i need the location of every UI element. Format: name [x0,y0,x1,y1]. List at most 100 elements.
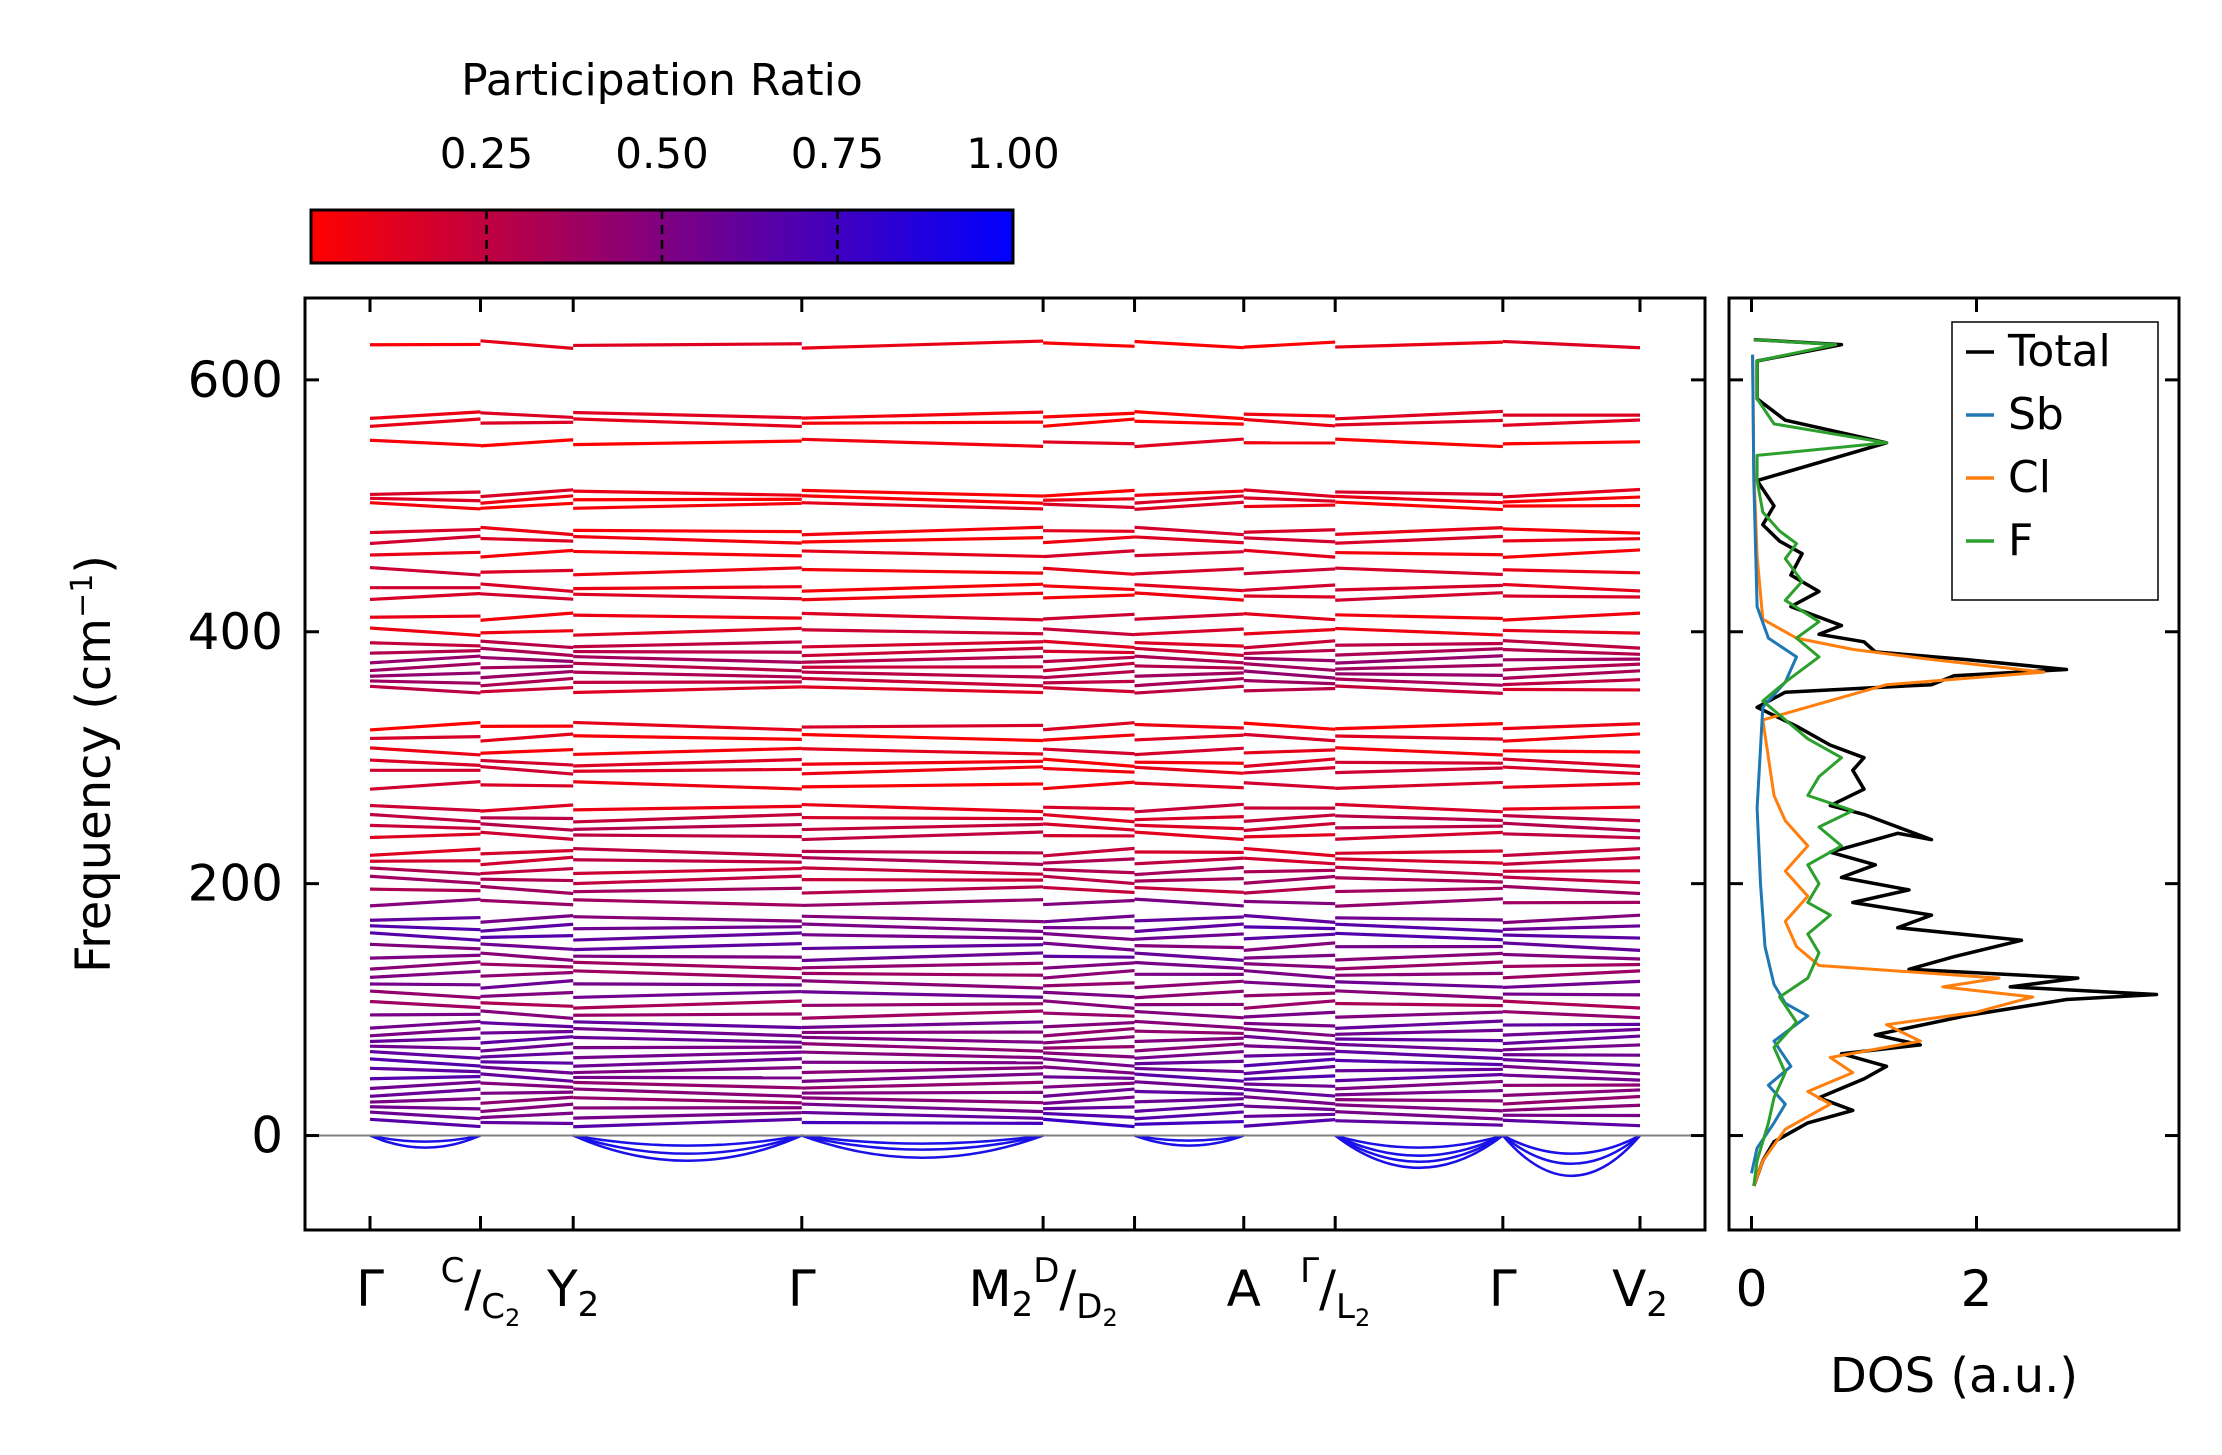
phonon-band [573,804,802,812]
phonon-band [1502,669,1641,680]
phonon-band [1042,549,1135,559]
phonon-band [1502,678,1641,687]
phonon-band [480,525,574,537]
phonon-band [801,420,1044,425]
dos-curve-total [1752,337,2159,1187]
phonon-band [1335,1058,1503,1067]
phonon-band [573,989,802,1000]
phonon-band [1243,1064,1336,1076]
phonon-band [1243,766,1336,775]
phonon-band [1042,931,1135,942]
phonon-band [1335,672,1503,677]
phonon-band [1043,1075,1135,1081]
y-axis-label-main: Frequency (cm [66,618,122,973]
phonon-band [369,1012,481,1017]
phonon-band [1043,990,1135,999]
phonon-band [1243,1118,1336,1128]
phonon-band [1502,999,1641,1010]
phonon-band [1134,1036,1244,1044]
phonon-band [1042,417,1135,428]
phonon-band [480,664,574,670]
phonon-band [369,1096,481,1104]
y-tick-label: 600 [188,351,283,409]
phonon-band [801,782,1044,789]
phonon-band [1042,941,1135,952]
kpoint-label-main: Γ [788,1260,816,1318]
phonon-band [1243,748,1336,755]
phonon-band [480,411,574,420]
phonon-band [1134,865,1244,877]
phonon-band [1042,780,1135,791]
phonon-band [1243,583,1336,592]
phonon-band [573,1057,802,1068]
phonon-band [369,1019,481,1030]
acoustic-band [369,1134,481,1149]
phonon-band [480,339,574,350]
phonon-band [801,1120,1044,1125]
phonon-band [801,628,1044,636]
kpoint-label: Y2 [546,1260,599,1325]
phonon-band [1043,954,1135,959]
phonon-band [1335,876,1503,884]
phonon-band [801,933,1044,940]
kpoint-label-slash: / [1319,1260,1336,1318]
phonon-band [573,1096,802,1105]
phonon-band [480,848,574,856]
phonon-band [1335,583,1503,592]
phonon-band [573,886,802,894]
y-axis-label: Frequency (cm−1) [65,555,122,973]
phonon-band [369,1110,481,1121]
phonon-band [1335,494,1503,505]
phonon-band [1335,897,1503,908]
phonon-band [1043,411,1135,419]
kpoint-label-slash: / [1059,1260,1076,1318]
phonon-band [801,567,1044,575]
phonon-band [1134,885,1244,895]
phonon-band [1243,656,1336,663]
phonon-band [1502,1088,1641,1098]
phonon-band [1043,1045,1135,1050]
phonon-band [480,1111,574,1120]
phonon-band [480,764,574,776]
phonon-band [1134,640,1244,648]
phonon-band [480,990,574,999]
phonon-band [1335,1042,1503,1053]
phonon-band [573,931,802,942]
phonon-band [573,734,802,741]
phonon-band [369,780,481,791]
phonon-band [1043,885,1135,895]
phonon-band [1134,676,1244,688]
phonon-band [369,565,481,577]
phonon-band [480,979,574,990]
phonon-band [1502,1118,1641,1128]
phonon-band [573,654,802,664]
kpoint-label: Γ/L2 [1300,1251,1370,1332]
phonon-band [1243,548,1336,559]
phonon-band [1335,526,1503,536]
phonon-band [1042,669,1135,680]
phonon-band [573,720,802,732]
phonon-band [573,822,802,831]
phonon-band [480,646,574,658]
phonon-band [480,685,574,694]
phonon-band [480,420,574,425]
phonon-band [801,802,1044,814]
phonon-band [801,1009,1044,1020]
phonon-band [1502,1034,1641,1046]
phonon-band [801,1065,1044,1075]
phonon-band [1502,941,1641,952]
phonon-band [801,536,1044,544]
phonon-band [1502,527,1641,535]
acoustic-band [1334,1134,1504,1169]
phonon-band [801,822,1044,832]
phonon-band [1335,951,1503,962]
phonon-band [801,1042,1044,1053]
phonon-band [1243,496,1336,503]
phonon-band [480,855,574,867]
phonon-band [1502,884,1641,896]
phonon-band [1243,781,1336,790]
phonon-band [1502,1043,1641,1052]
phonon-band [480,1090,574,1095]
